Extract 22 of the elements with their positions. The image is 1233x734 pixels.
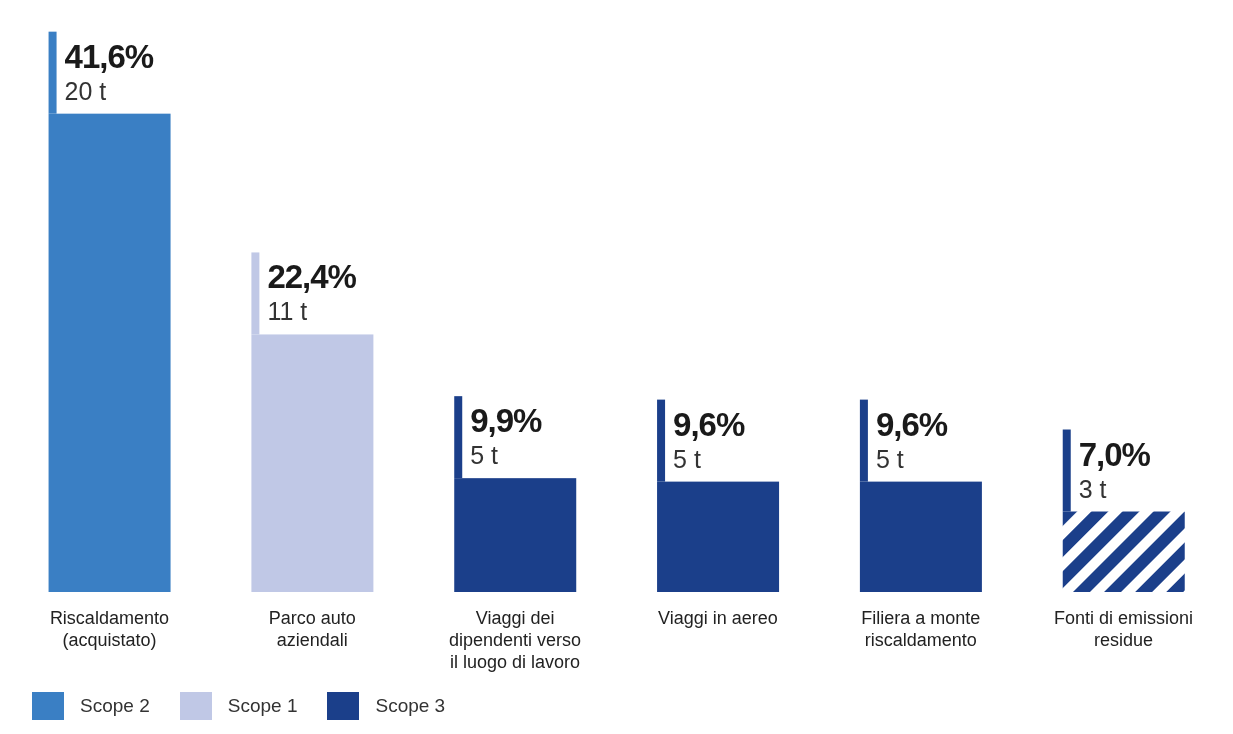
x-tick-label: Filiera a monte riscaldamento [861, 608, 981, 650]
data-label: 7,0% [1078, 435, 1151, 473]
annotation: 5 t [673, 444, 701, 473]
x-tick-label: Viaggi dei dipendenti verso il luogo di lavoro [449, 608, 582, 672]
annotation: 5 t [875, 444, 904, 473]
x-tick-label: Riscaldamento (acquistato) [49, 608, 169, 650]
x-tick-label: Parco auto aziendali [268, 608, 356, 650]
x-tick-label: Fonti di emissioni residue [1054, 608, 1194, 650]
legend-label: Scope 2 [80, 695, 150, 717]
annotation: 20 t [64, 76, 107, 105]
x-tick-label: Viaggi in aereo [658, 608, 778, 628]
annotation: 11 t [267, 297, 308, 326]
legend-label: Scope 3 [375, 695, 446, 717]
legend-label: Scope 1 [227, 695, 298, 717]
data-label: 9,6% [673, 405, 745, 443]
bar [1062, 511, 1185, 592]
data-label: 9,6% [875, 405, 948, 443]
annotation: 3 t [1078, 474, 1107, 503]
data-label: 22,4% [267, 258, 357, 296]
annotation: 5 t [470, 441, 499, 470]
data-label: 9,9% [470, 402, 543, 440]
data-label: 41,6% [64, 37, 154, 75]
